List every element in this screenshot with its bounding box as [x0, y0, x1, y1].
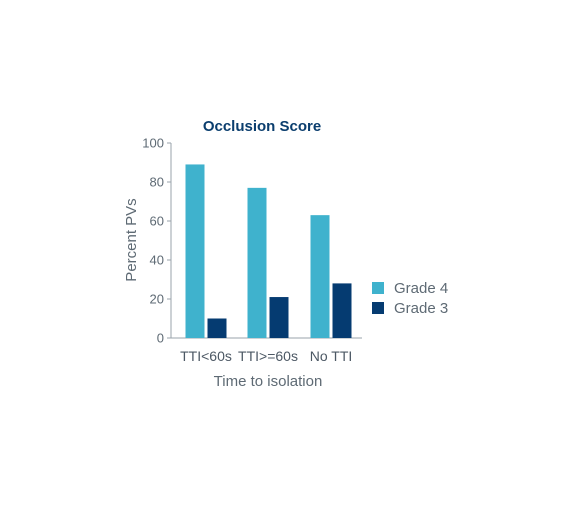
x-axis-tick-labels: TTI<60s TTI>=60s No TTI [180, 348, 352, 364]
chart-title: Occlusion Score [203, 118, 321, 135]
legend-label: Grade 4 [394, 280, 448, 297]
bar-grade-3 [207, 318, 227, 338]
y-tick-label: 0 [157, 331, 164, 346]
y-axis-label: Percent PVs [123, 198, 140, 281]
bar-grade-4 [247, 187, 267, 338]
x-tick-label: TTI<60s [180, 348, 232, 364]
bar-grade-3 [269, 297, 289, 338]
bars-group [185, 164, 352, 338]
bar-grade-3 [332, 283, 352, 338]
y-tick-label: 20 [150, 292, 164, 307]
legend-swatch [372, 302, 384, 314]
y-axis-ticks: 0 20 40 60 80 100 [142, 136, 171, 346]
legend-swatch [372, 282, 384, 294]
y-tick-label: 60 [150, 214, 164, 229]
y-tick-label: 80 [150, 175, 164, 190]
legend: Grade 4 Grade 3 [372, 280, 448, 317]
bar-grade-4 [185, 164, 205, 338]
legend-label: Grade 3 [394, 300, 448, 317]
x-axis-label: Time to isolation [214, 373, 323, 390]
y-tick-label: 40 [150, 253, 164, 268]
x-tick-label: No TTI [310, 348, 353, 364]
x-tick-label: TTI>=60s [238, 348, 298, 364]
bar-grade-4 [310, 215, 330, 338]
y-tick-label: 100 [142, 136, 164, 151]
